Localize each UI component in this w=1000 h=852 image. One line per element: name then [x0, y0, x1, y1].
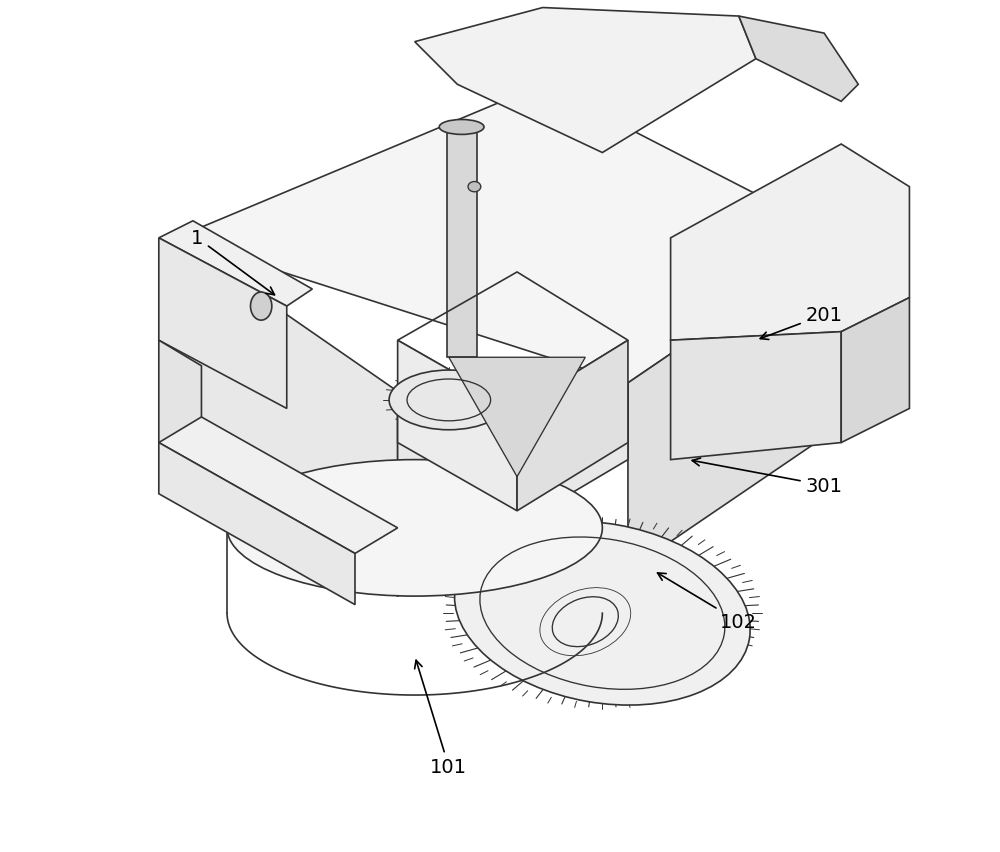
Polygon shape: [517, 341, 628, 511]
Polygon shape: [398, 383, 628, 596]
Text: 301: 301: [692, 458, 843, 495]
Polygon shape: [671, 145, 909, 341]
Text: 101: 101: [415, 660, 467, 776]
Polygon shape: [841, 298, 909, 443]
Polygon shape: [159, 443, 355, 605]
Text: 1: 1: [191, 229, 274, 296]
Polygon shape: [739, 17, 858, 102]
Ellipse shape: [468, 182, 481, 193]
Polygon shape: [398, 341, 517, 511]
Polygon shape: [628, 239, 841, 571]
Ellipse shape: [250, 293, 272, 320]
Polygon shape: [159, 239, 287, 409]
Polygon shape: [449, 358, 585, 477]
Ellipse shape: [439, 120, 484, 135]
Ellipse shape: [455, 521, 750, 705]
Polygon shape: [415, 9, 756, 153]
Text: 102: 102: [658, 573, 757, 631]
Bar: [447, 128, 477, 358]
Polygon shape: [159, 341, 201, 469]
Text: 201: 201: [760, 306, 843, 340]
Polygon shape: [159, 417, 398, 554]
Polygon shape: [671, 332, 841, 460]
Polygon shape: [176, 85, 841, 383]
Ellipse shape: [227, 460, 602, 596]
Polygon shape: [159, 222, 312, 307]
Ellipse shape: [389, 371, 509, 430]
Polygon shape: [176, 239, 398, 596]
